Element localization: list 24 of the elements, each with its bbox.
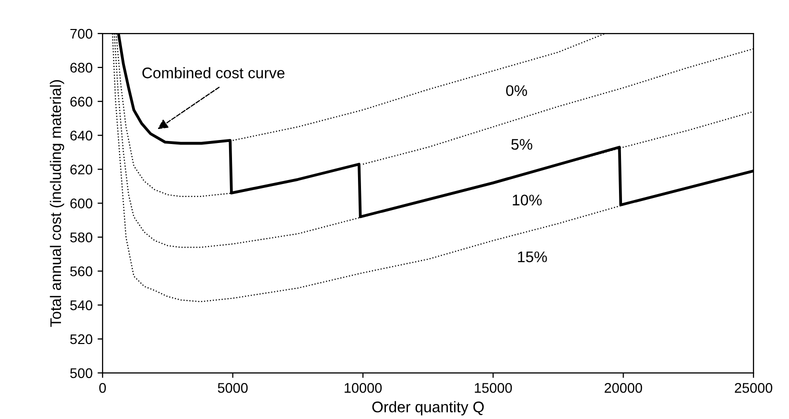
y-tick-label: 700 xyxy=(70,28,92,39)
series-label: 15% xyxy=(518,251,547,262)
x-tick-label: 5000 xyxy=(218,383,248,393)
x-tick-label: 25000 xyxy=(734,383,772,393)
annotation: Combined cost curve xyxy=(142,67,284,78)
series-label: 10% xyxy=(512,194,542,206)
x-tick-label: 20000 xyxy=(604,383,642,393)
series-label: 0% xyxy=(506,85,528,96)
series-label: 5% xyxy=(511,139,532,150)
y-tick-label: 600 xyxy=(70,198,92,208)
y-axis-title: Total annual cost (including material) xyxy=(50,80,64,327)
y-tick-label: 620 xyxy=(70,164,92,174)
y-tick-label: 640 xyxy=(70,130,92,141)
x-tick-label: 0 xyxy=(99,383,106,393)
y-tick-label: 520 xyxy=(70,334,92,344)
x-axis-title: Order quantity Q xyxy=(372,401,484,416)
y-tick-label: 680 xyxy=(70,62,92,73)
y-tick-label: 560 xyxy=(70,266,92,276)
x-tick-label: 15000 xyxy=(474,383,512,393)
y-tick-label: 500 xyxy=(70,368,92,378)
x-tick-label: 10000 xyxy=(344,383,382,393)
y-tick-label: 540 xyxy=(70,300,92,310)
y-tick-label: 580 xyxy=(70,232,92,242)
y-tick-label: 660 xyxy=(70,96,92,107)
